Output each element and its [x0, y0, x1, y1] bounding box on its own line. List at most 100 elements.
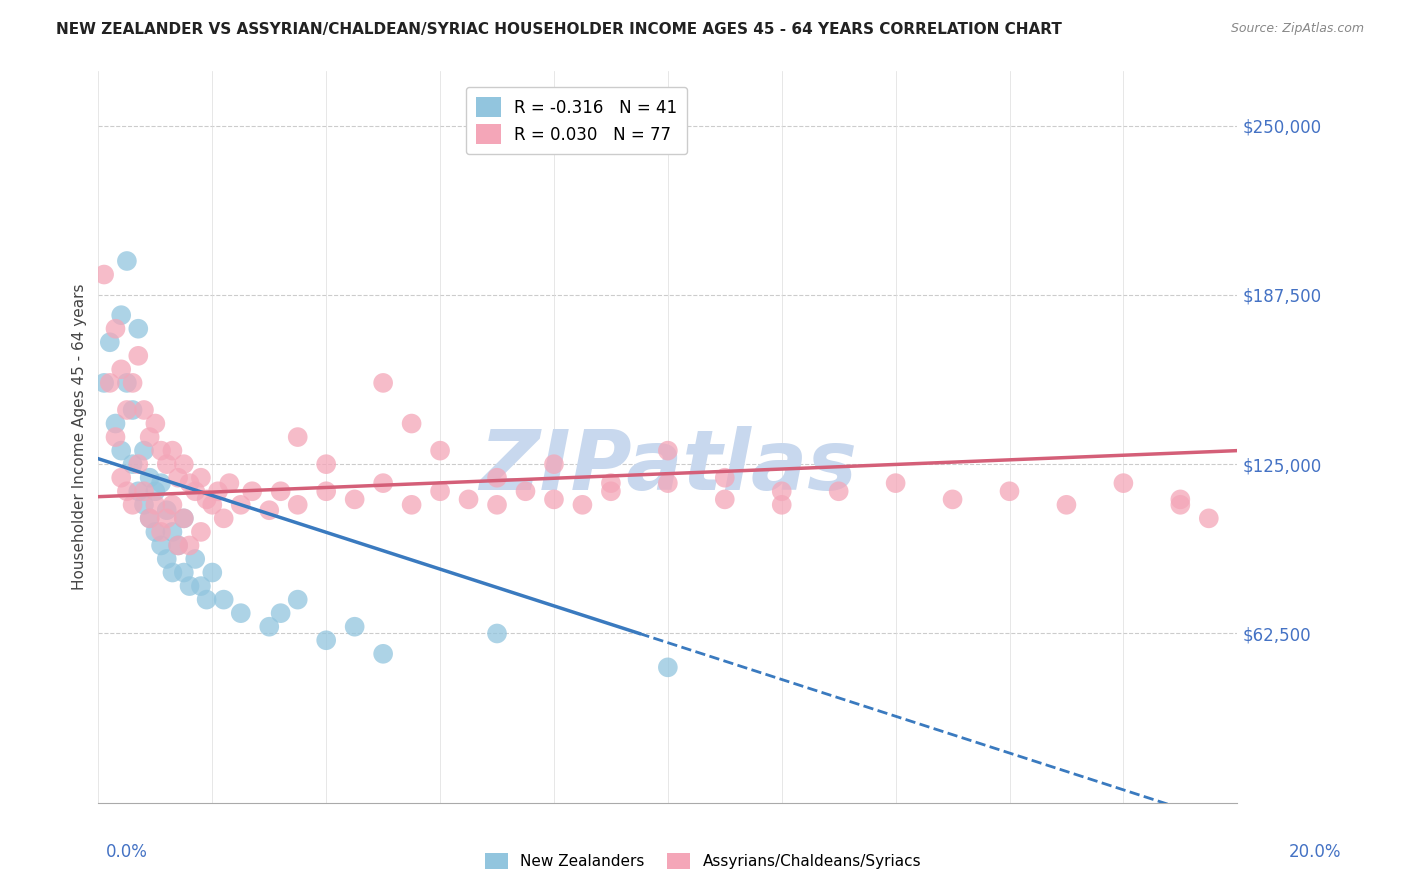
Point — [127, 457, 149, 471]
Point — [150, 476, 173, 491]
Point — [714, 492, 737, 507]
Point — [115, 376, 138, 390]
Point — [373, 647, 395, 661]
Point — [167, 538, 190, 552]
Point — [179, 476, 201, 491]
Point — [218, 476, 240, 491]
Point — [162, 566, 184, 580]
Point — [486, 498, 509, 512]
Point — [104, 430, 127, 444]
Point — [1056, 498, 1078, 512]
Point — [401, 498, 423, 512]
Point — [156, 457, 179, 471]
Point — [190, 579, 212, 593]
Point — [184, 484, 207, 499]
Point — [657, 443, 679, 458]
Point — [884, 476, 907, 491]
Point — [195, 592, 218, 607]
Point — [121, 498, 143, 512]
Point — [98, 335, 121, 350]
Point — [212, 592, 235, 607]
Point — [104, 322, 127, 336]
Point — [110, 471, 132, 485]
Point — [657, 476, 679, 491]
Point — [259, 503, 281, 517]
Point — [229, 498, 252, 512]
Point — [110, 362, 132, 376]
Point — [98, 376, 121, 390]
Point — [373, 376, 395, 390]
Point — [150, 538, 173, 552]
Point — [162, 524, 184, 539]
Y-axis label: Householder Income Ages 45 - 64 years: Householder Income Ages 45 - 64 years — [72, 284, 87, 591]
Point — [770, 484, 793, 499]
Point — [828, 484, 851, 499]
Point — [138, 511, 160, 525]
Point — [93, 268, 115, 282]
Point — [515, 484, 537, 499]
Point — [1112, 476, 1135, 491]
Point — [270, 606, 292, 620]
Point — [343, 620, 366, 634]
Point — [173, 511, 195, 525]
Point — [770, 498, 793, 512]
Point — [150, 443, 173, 458]
Point — [259, 620, 281, 634]
Point — [156, 552, 179, 566]
Text: 20.0%: 20.0% — [1288, 843, 1341, 861]
Point — [571, 498, 593, 512]
Point — [270, 484, 292, 499]
Point — [162, 498, 184, 512]
Point — [207, 484, 229, 499]
Point — [315, 484, 337, 499]
Point — [543, 492, 565, 507]
Legend: New Zealanders, Assyrians/Chaldeans/Syriacs: New Zealanders, Assyrians/Chaldeans/Syri… — [479, 847, 927, 875]
Point — [212, 511, 235, 525]
Point — [457, 492, 479, 507]
Point — [115, 254, 138, 268]
Point — [190, 471, 212, 485]
Point — [110, 308, 132, 322]
Point — [486, 471, 509, 485]
Point — [132, 498, 155, 512]
Point — [162, 443, 184, 458]
Text: 0.0%: 0.0% — [105, 843, 148, 861]
Point — [138, 511, 160, 525]
Point — [179, 538, 201, 552]
Point — [201, 566, 224, 580]
Point — [998, 484, 1021, 499]
Point — [173, 457, 195, 471]
Point — [600, 476, 623, 491]
Point — [127, 484, 149, 499]
Text: Source: ZipAtlas.com: Source: ZipAtlas.com — [1230, 22, 1364, 36]
Point — [132, 403, 155, 417]
Point — [543, 457, 565, 471]
Point — [942, 492, 965, 507]
Point — [121, 403, 143, 417]
Point — [190, 524, 212, 539]
Point — [167, 538, 190, 552]
Point — [156, 511, 179, 525]
Point — [167, 471, 190, 485]
Point — [657, 660, 679, 674]
Point — [115, 403, 138, 417]
Point — [145, 417, 167, 431]
Point — [1198, 511, 1220, 525]
Point — [104, 417, 127, 431]
Point — [132, 484, 155, 499]
Text: NEW ZEALANDER VS ASSYRIAN/CHALDEAN/SYRIAC HOUSEHOLDER INCOME AGES 45 - 64 YEARS : NEW ZEALANDER VS ASSYRIAN/CHALDEAN/SYRIA… — [56, 22, 1062, 37]
Point — [287, 498, 309, 512]
Point — [132, 443, 155, 458]
Point — [486, 626, 509, 640]
Point — [240, 484, 263, 499]
Legend: R = -0.316   N = 41, R = 0.030   N = 77: R = -0.316 N = 41, R = 0.030 N = 77 — [465, 87, 688, 154]
Point — [179, 579, 201, 593]
Point — [127, 322, 149, 336]
Point — [93, 376, 115, 390]
Point — [145, 484, 167, 499]
Point — [229, 606, 252, 620]
Point — [714, 471, 737, 485]
Point — [600, 484, 623, 499]
Point — [315, 633, 337, 648]
Point — [150, 524, 173, 539]
